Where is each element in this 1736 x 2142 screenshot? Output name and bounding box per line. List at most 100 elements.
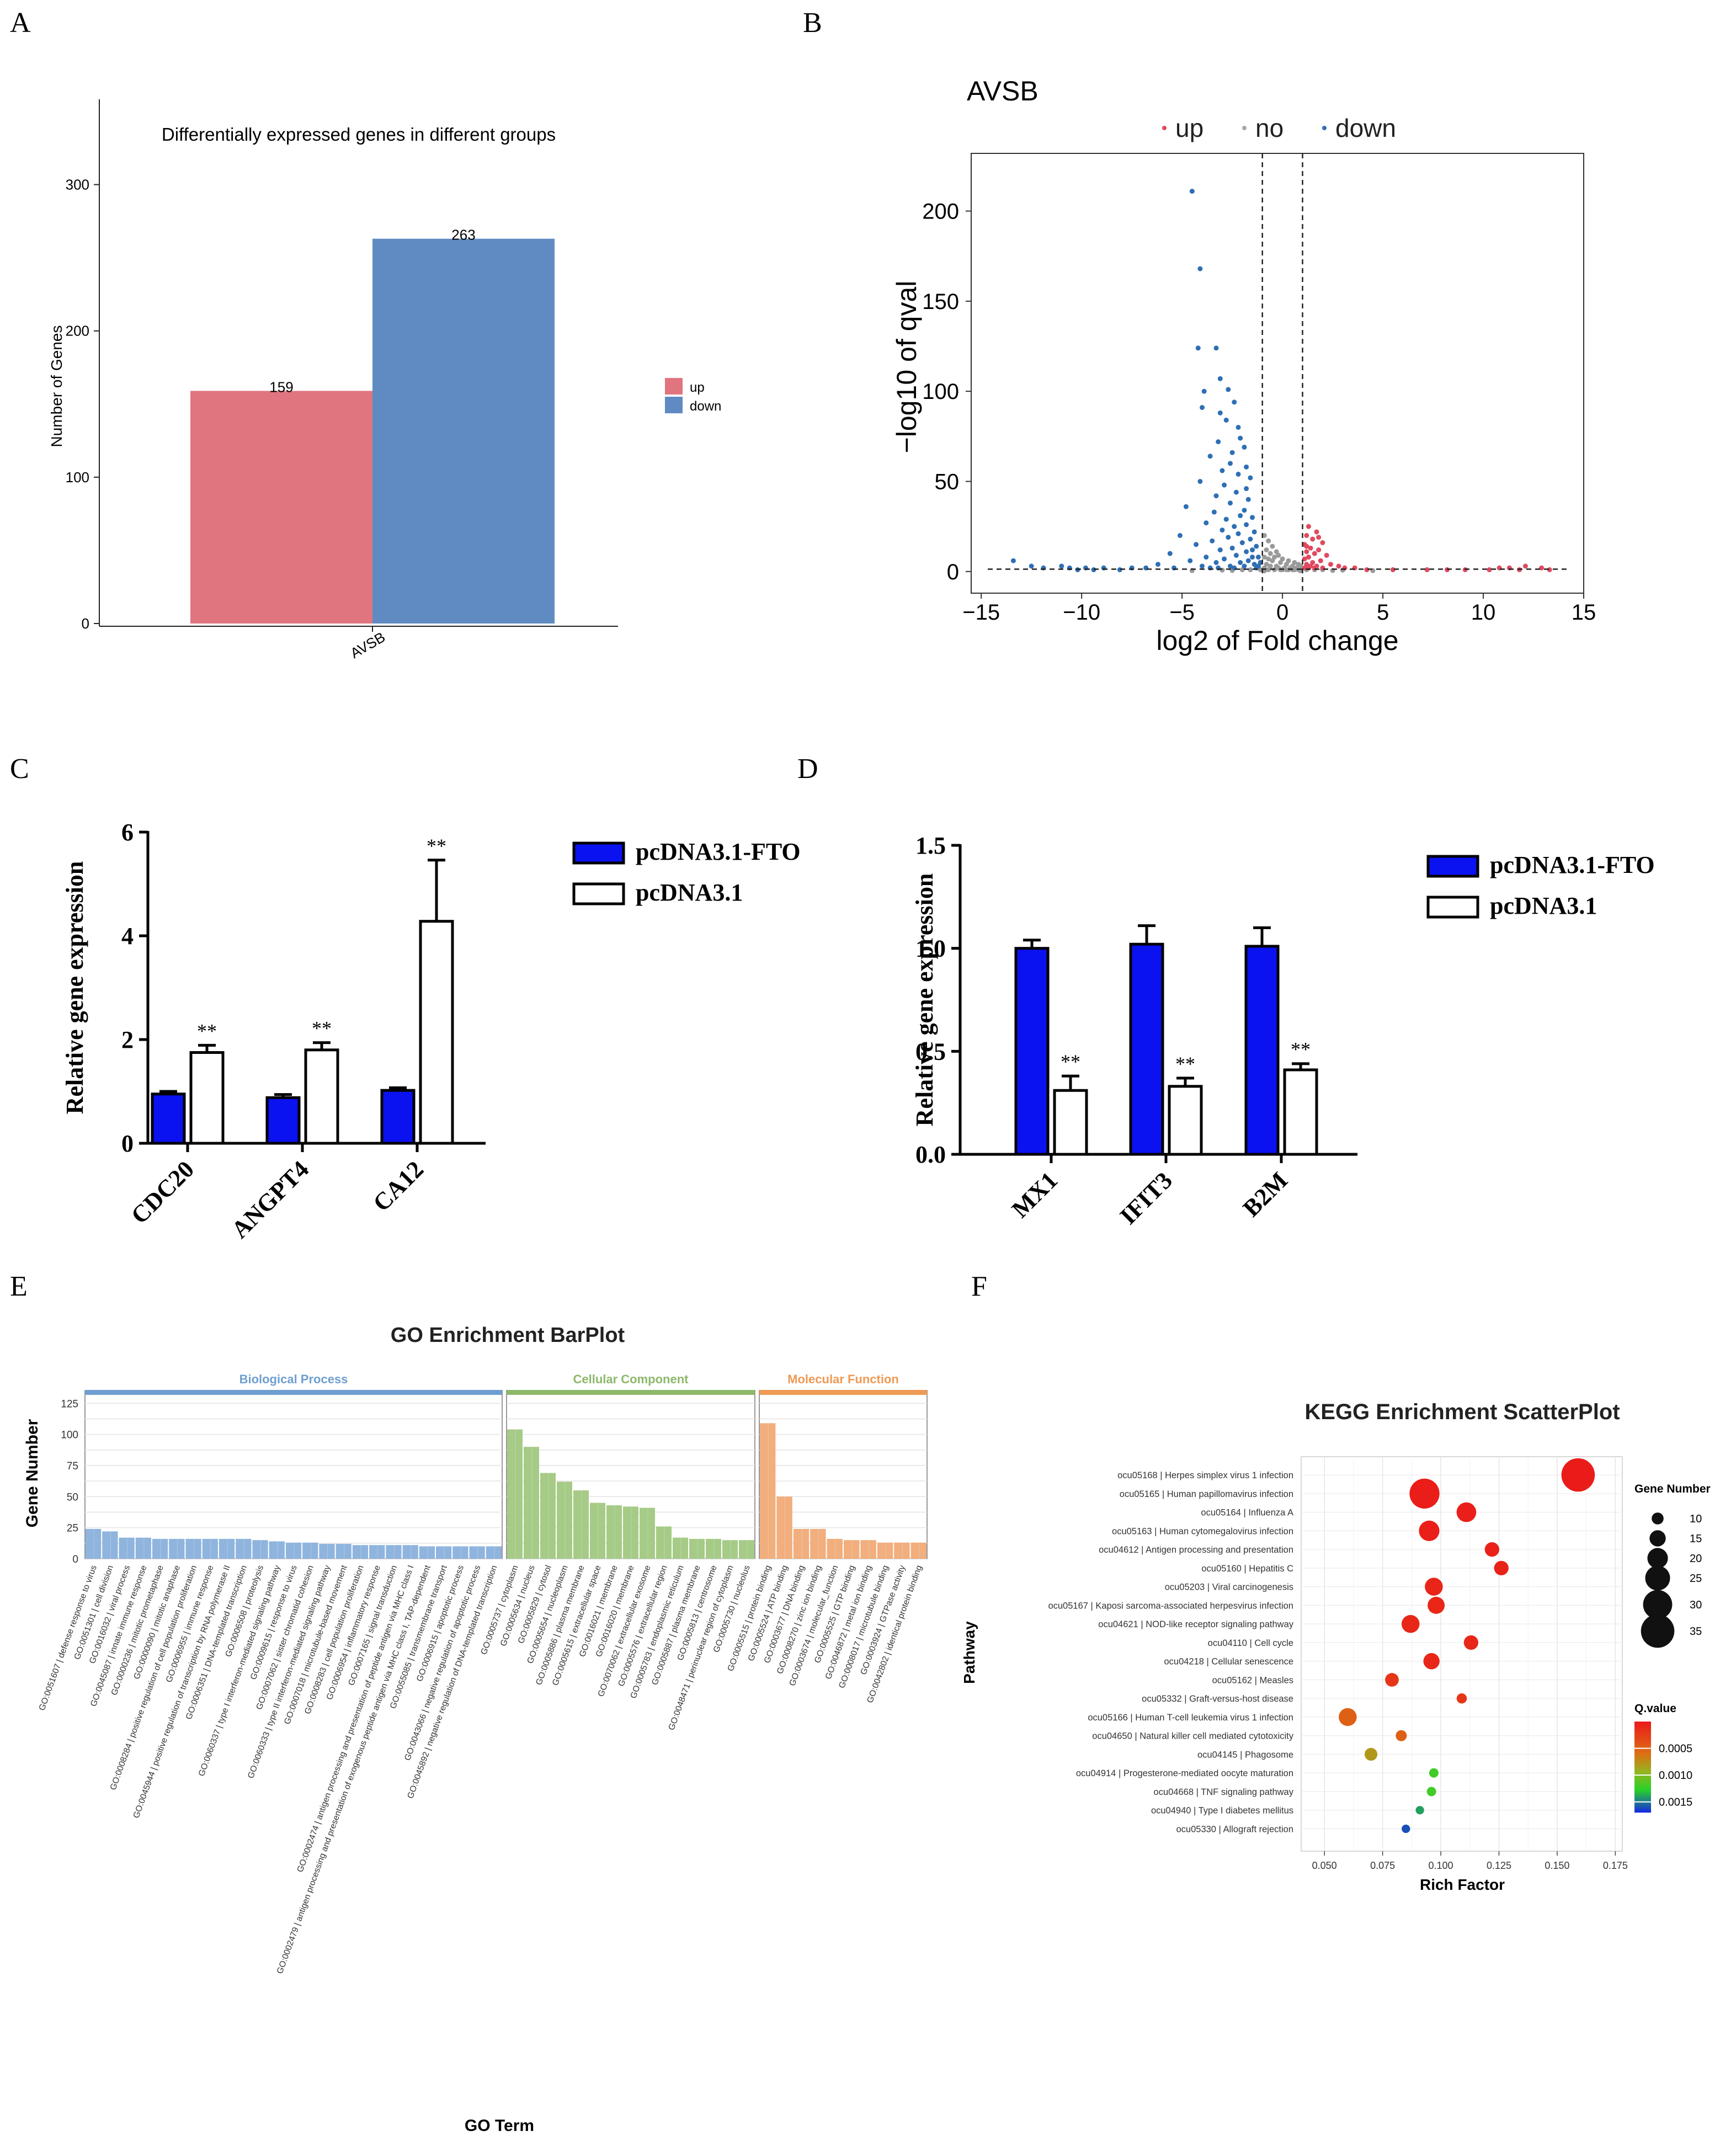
facet-label: Biological Process (239, 1372, 348, 1386)
x-tick-label: 5 (1377, 600, 1389, 625)
go-bar (810, 1528, 826, 1559)
y-tick-label: 2 (121, 1026, 134, 1053)
point-down (1216, 439, 1221, 445)
pathway-point (1425, 1578, 1443, 1596)
go-bar (469, 1546, 485, 1559)
point-up (1308, 545, 1313, 551)
go-bar (557, 1482, 572, 1559)
point-up (1316, 535, 1322, 540)
y-tick-label: 4 (121, 923, 134, 950)
point-up (1424, 567, 1430, 573)
pathway-label: ocu04621 | NOD-like receptor signaling p… (1098, 1619, 1293, 1629)
point-no (1266, 567, 1271, 573)
point-no (1248, 567, 1253, 573)
x-tick-label: IFIT3 (1115, 1166, 1178, 1229)
bar-up (190, 391, 372, 624)
point-down (1242, 563, 1247, 569)
go-bar (269, 1541, 285, 1559)
point-no (1239, 567, 1245, 573)
point-down (1222, 556, 1227, 562)
point-up (1390, 567, 1396, 573)
chart-title: Differentially expressed genes in differ… (162, 124, 556, 145)
point-down (1010, 558, 1016, 563)
point-up (1522, 563, 1528, 569)
pathway-label: ocu05330 | Allograft rejection (1176, 1824, 1293, 1834)
go-bar (706, 1538, 721, 1559)
point-down (1200, 405, 1205, 411)
point-down (1254, 544, 1259, 549)
bar-fto (380, 1089, 416, 1145)
point-no (1277, 560, 1283, 565)
y-axis-label: Number of Genes (48, 326, 65, 447)
point-down (1220, 527, 1225, 533)
y-axis-label: Relative gene expression (911, 873, 938, 1127)
point-down (1236, 531, 1241, 536)
point-up (1364, 567, 1370, 573)
point-down (1187, 558, 1193, 563)
point-no (1284, 567, 1289, 573)
point-down (1236, 424, 1241, 430)
x-tick-label: 0 (1276, 600, 1288, 625)
point-down (1197, 478, 1203, 484)
go-bar (436, 1546, 452, 1559)
point-up (1304, 549, 1309, 555)
point-down (1059, 563, 1064, 569)
legend-label-no: no (1255, 114, 1284, 142)
point-down (1242, 508, 1247, 513)
panel-a-deg-barplot: Differentially expressed genes in differ… (48, 99, 721, 662)
x-tick-label: MX1 (1007, 1166, 1063, 1223)
legend-dot-up (1162, 126, 1167, 130)
y-tick-label: 6 (121, 819, 134, 846)
point-down (1177, 532, 1183, 538)
pathway-point (1426, 1787, 1436, 1797)
size-legend-label: 15 (1690, 1533, 1702, 1545)
pathway-point (1484, 1542, 1499, 1557)
legend-label: pcDNA3.1-FTO (636, 838, 801, 865)
x-tick-label: 10 (1471, 600, 1496, 625)
go-bar (102, 1531, 118, 1559)
point-down (1204, 555, 1209, 560)
go-bar (827, 1538, 843, 1559)
point-no (1261, 532, 1267, 538)
point-up (1310, 560, 1316, 565)
x-tick-label: 15 (1572, 600, 1596, 625)
point-down (1245, 558, 1251, 563)
point-down (1233, 552, 1239, 558)
size-legend-title: Gene Number (1634, 1483, 1711, 1495)
point-down (1252, 562, 1257, 567)
size-legend-label: 35 (1690, 1626, 1702, 1638)
point-down (1238, 513, 1243, 519)
point-down (1248, 475, 1253, 481)
go-bar (486, 1546, 502, 1559)
size-legend-label: 30 (1690, 1599, 1702, 1611)
point-no (1292, 560, 1297, 565)
point-no (1268, 551, 1273, 556)
pathway-point (1396, 1730, 1407, 1741)
legend-label-down: down (690, 399, 721, 414)
point-no (1286, 558, 1291, 563)
pathway-point (1428, 1596, 1445, 1614)
color-legend-title: Q.value (1634, 1702, 1676, 1715)
facet-label: Cellular Component (573, 1372, 689, 1386)
go-bar (656, 1526, 672, 1559)
point-down (1204, 520, 1209, 526)
panel-c-qpcr-upregulated: 0 2 4 6 Relative gene expression ** CDC20 ** ANG… (61, 819, 801, 1244)
panel-e-go-enrichment-barplot: GO Enrichment BarPlot Gene Number 0 25 50 75 1… (23, 1324, 928, 2135)
significance-mark: ** (197, 1020, 217, 1042)
x-axis-label: Rich Factor (1420, 1876, 1505, 1893)
point-up (1539, 565, 1545, 571)
facet-strip (85, 1390, 502, 1395)
point-down (1258, 560, 1263, 565)
go-bar (202, 1538, 218, 1559)
x-tick-label: AVSB (348, 628, 388, 662)
pathway-point (1419, 1520, 1440, 1541)
go-bar (285, 1542, 302, 1559)
point-no (1264, 562, 1269, 567)
point-no (1261, 555, 1267, 560)
pathway-label: ocu05162 | Measles (1212, 1675, 1293, 1685)
y-tick-label: 200 (922, 200, 959, 224)
facet-strip (507, 1390, 755, 1395)
point-down (1236, 471, 1241, 477)
